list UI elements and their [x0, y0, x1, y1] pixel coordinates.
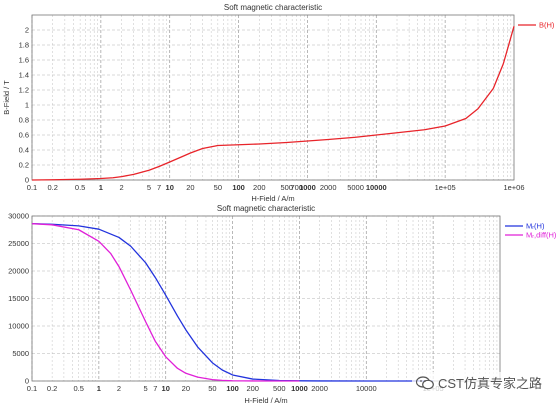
series-line-2	[31, 223, 300, 382]
grid	[31, 215, 500, 382]
x-tick-label: 10	[166, 183, 174, 192]
y-tick-label: 0.6	[19, 131, 29, 140]
x-tick-label: 0.1	[27, 384, 37, 393]
x-axis-label: H-Field / A/m	[244, 396, 287, 405]
legend-label: Mᵣ(H)	[526, 222, 545, 231]
chart-title: Soft magnetic characteristic	[224, 3, 322, 12]
x-tick-label: 7	[153, 384, 157, 393]
x-tick-label: 100	[226, 384, 239, 393]
chart-title: Soft magnetic characteristic	[217, 204, 315, 213]
x-tick-label: 0.1	[27, 183, 37, 192]
y-tick-label: 20000	[8, 267, 29, 276]
chart-magnetization: Soft magnetic characteristic050001000015…	[8, 204, 557, 405]
x-tick-label: 0.2	[48, 183, 58, 192]
x-tick-label: 2	[117, 384, 121, 393]
x-tick-label: 0.5	[74, 384, 84, 393]
x-tick-label: 200	[253, 183, 266, 192]
y-tick-label: 1.8	[19, 41, 29, 50]
x-tick-label: 2	[119, 183, 123, 192]
x-tick-label: 2000	[311, 384, 328, 393]
x-tick-label: 500	[273, 384, 286, 393]
x-tick-label: 10000	[356, 384, 377, 393]
x-tick-label: 500	[280, 183, 293, 192]
x-tick-label: 1e+05	[435, 183, 456, 192]
y-tick-label: 0.4	[19, 146, 29, 155]
x-tick-label: 2000	[320, 183, 337, 192]
x-tick-label: 1000	[291, 384, 308, 393]
y-tick-label: 0.8	[19, 116, 29, 125]
y-tick-label: 1.2	[19, 86, 29, 95]
y-tick-label: 5000	[12, 349, 29, 358]
wechat-icon	[415, 375, 434, 389]
x-tick-label: 1000	[299, 183, 316, 192]
grid	[31, 15, 514, 181]
x-tick-label: 1e+06	[503, 183, 524, 192]
y-tick-label: 0.2	[19, 161, 29, 170]
x-tick-label: 50	[214, 183, 222, 192]
x-tick-label: 20	[186, 183, 194, 192]
x-tick-label: 200	[246, 384, 259, 393]
x-tick-label: 1	[97, 384, 101, 393]
x-tick-label: 7	[157, 183, 161, 192]
x-axis-label: H-Field / A/m	[251, 194, 294, 203]
y-tick-label: 15000	[8, 294, 29, 303]
y-tick-label: 10000	[8, 322, 29, 331]
chart-b-field: Soft magnetic characteristic 0 0.2 0.4 0.6 0.…	[2, 3, 555, 203]
x-tick-label: 10	[162, 384, 170, 393]
legend-label: B(H)	[539, 21, 555, 30]
x-tick-label: 10000	[366, 183, 387, 192]
watermark-text: CST仿真专家之路	[437, 376, 542, 391]
x-tick-label: 5	[144, 384, 148, 393]
series-line-1	[31, 26, 515, 181]
x-tick-label: 5000	[347, 183, 364, 192]
y-tick-label: 0	[25, 176, 29, 185]
y-tick-label: 30000	[8, 212, 29, 221]
y-tick-label: 25000	[8, 239, 29, 248]
y-tick-label: 1	[25, 101, 29, 110]
y-tick-label: 1.6	[19, 56, 29, 65]
y-tick-label: 2	[25, 26, 29, 35]
x-tick-label: 0.5	[75, 183, 85, 192]
x-tick-label: 1	[99, 183, 103, 192]
x-tick-label: 50	[208, 384, 216, 393]
x-tick-label: 100	[232, 183, 245, 192]
x-tick-label: 0.2	[47, 384, 57, 393]
plot-frame	[31, 14, 515, 181]
y-tick-label: 1.4	[19, 71, 29, 80]
x-tick-label: 5	[147, 183, 151, 192]
legend-label: Mᵣ,diff(H)	[526, 231, 557, 240]
y-tick-label: 0	[25, 377, 29, 386]
y-axis-label: B-Field / T	[2, 80, 11, 115]
watermark: CST仿真专家之路	[411, 372, 546, 393]
x-tick-label: 20	[182, 384, 190, 393]
x-tick-label: 700	[291, 183, 304, 192]
